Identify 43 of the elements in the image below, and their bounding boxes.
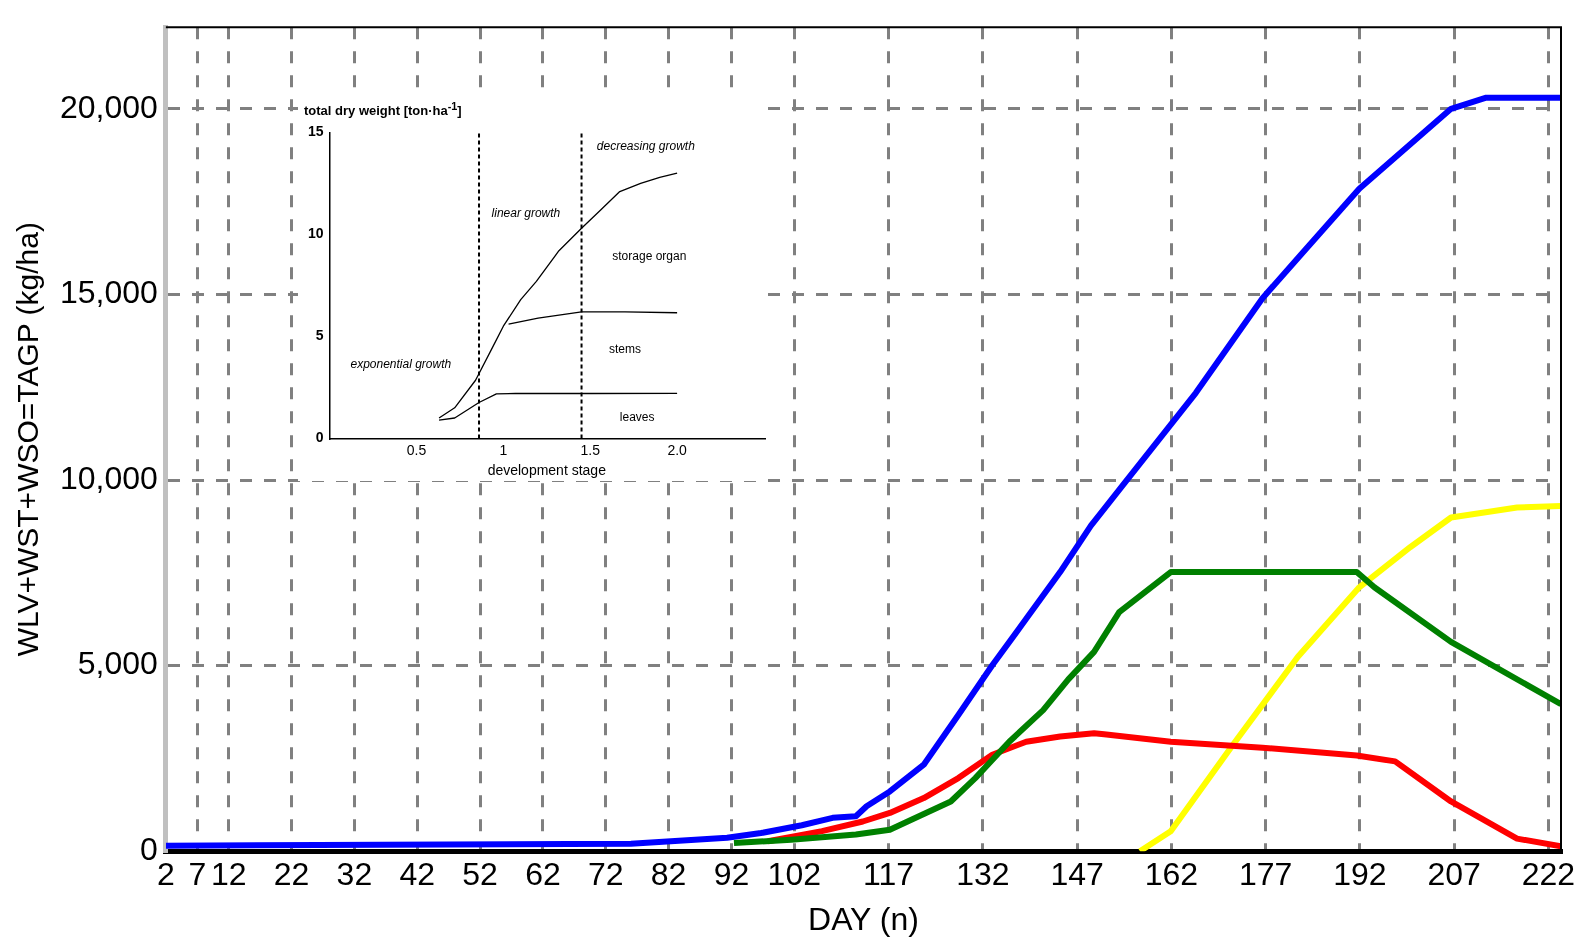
x-tick-label: 192 (1333, 856, 1387, 893)
y-tick-label: 15 (307, 123, 324, 140)
x-tick-label: 162 (1144, 856, 1199, 893)
x-tick-label: 132 (956, 856, 1010, 893)
y-tick-label: 15,000 (60, 274, 158, 311)
y-tick-label: 20,000 (60, 88, 158, 125)
x-tick-label: 117 (863, 856, 915, 893)
x-tick-label: 2 (156, 856, 175, 893)
annotation: linear growth (491, 206, 561, 221)
x-axis-title: DAY (n) (808, 900, 919, 937)
annotation: exponential growth (350, 357, 452, 372)
x-tick-label: 222 (1521, 856, 1576, 893)
x-tick-label: 62 (525, 856, 561, 893)
annotation: stems (608, 341, 641, 356)
x-tick-label: 207 (1427, 856, 1481, 893)
y-tick-label: 10,000 (60, 459, 158, 496)
x-tick-label: 32 (336, 856, 373, 893)
x-tick-label: 42 (399, 856, 436, 893)
y-tick-label: 0 (315, 429, 324, 446)
x-tick-label: 0.5 (406, 441, 427, 458)
y-axis-title: total dry weight [ton·ha$^{-1}$] (304, 100, 462, 119)
x-tick-label: 7 (188, 856, 207, 893)
annotation: decreasing growth (596, 139, 696, 154)
y-tick-label: 5 (315, 327, 324, 344)
y-axis-title: WLV+WST+WSO=TAGP (kg/ha) (11, 222, 45, 657)
x-tick-label: 82 (650, 856, 687, 893)
x-tick-label: 22 (273, 856, 310, 893)
y-tick-label: 5,000 (77, 645, 158, 682)
x-axis-title: development stage (487, 462, 607, 479)
x-tick-label: 72 (587, 856, 624, 893)
x-tick-label: 1 (499, 441, 508, 458)
annotation: leaves (619, 409, 655, 424)
x-tick-label: 52 (462, 856, 498, 893)
annotation: storage organ (612, 249, 687, 264)
x-tick-label: 102 (767, 856, 822, 893)
x-tick-label: 177 (1238, 856, 1293, 893)
x-tick-label: 12 (210, 856, 247, 893)
x-tick-label: 147 (1050, 856, 1104, 893)
y-tick-label: 10 (307, 225, 324, 242)
x-tick-label: 1.5 (580, 441, 601, 458)
x-tick-label: 92 (713, 856, 750, 893)
x-tick-label: 2.0 (667, 441, 688, 458)
y-tick-label: 0 (140, 831, 158, 868)
